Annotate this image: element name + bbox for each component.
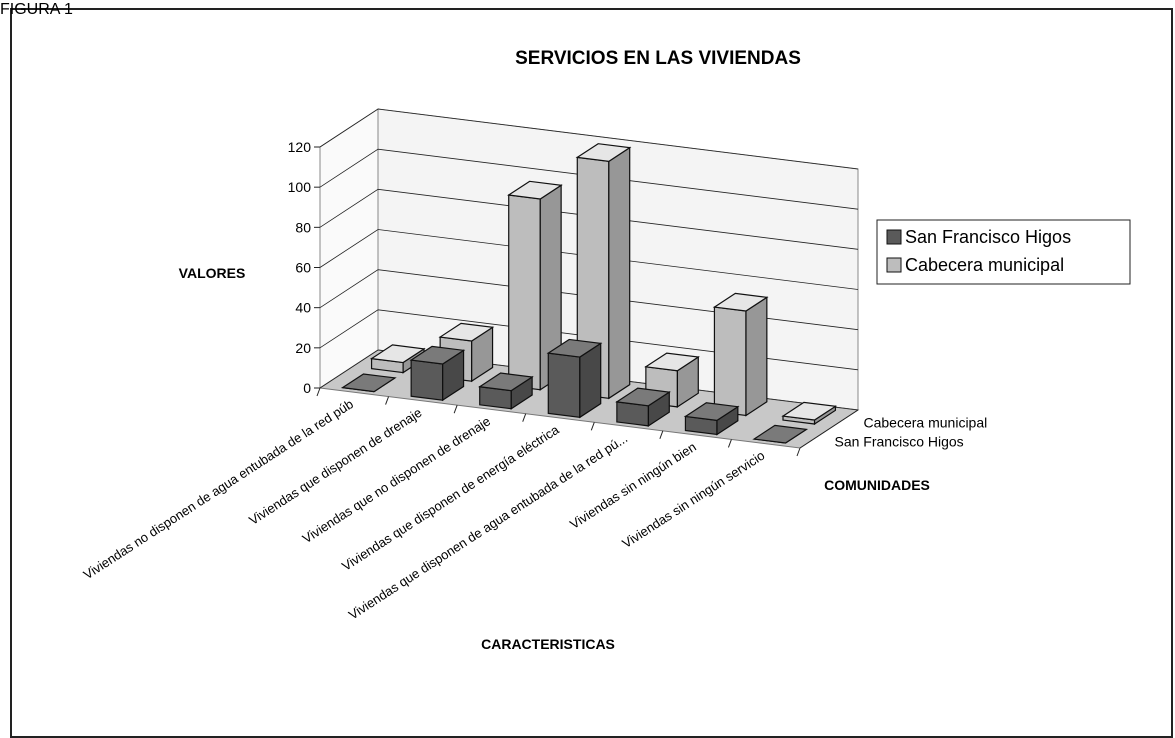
grid-line: [319, 148, 859, 210]
bar: [546, 338, 603, 419]
y-tick-label: 40: [295, 300, 311, 316]
bar-top: [340, 373, 397, 393]
bar-top: [683, 402, 740, 422]
bar-top: [507, 180, 563, 200]
bar-top: [712, 292, 769, 312]
bar: [712, 292, 769, 417]
x-tick-label: Viviendas no disponen de agua entubada d…: [81, 396, 356, 582]
bar-front: [410, 359, 444, 401]
x-axis-title: CARACTERISTICAS: [481, 636, 615, 652]
bar: [781, 401, 838, 426]
z-axis: [799, 409, 859, 449]
bar-top: [615, 387, 671, 407]
bar: [507, 180, 563, 391]
grid-line: [319, 108, 859, 170]
x-tick: [385, 396, 390, 405]
z-tick-label: Cabecera municipal: [864, 415, 988, 431]
y-tick-label: 20: [295, 340, 311, 356]
bar-top: [438, 322, 495, 342]
bar: [478, 372, 534, 410]
bar-top: [478, 372, 534, 392]
z-tick-label: San Francisco Higos: [835, 434, 964, 450]
bar: [575, 143, 632, 400]
x-tick-label: Viviendas que disponen de agua entubada …: [346, 431, 630, 623]
bar: [615, 387, 671, 427]
bar-side: [608, 146, 631, 400]
grid-line: [319, 229, 859, 290]
x-tick: [522, 413, 527, 422]
grid-line: [319, 269, 859, 331]
legend-box: [876, 219, 1131, 285]
bar-side: [745, 296, 768, 417]
bar-front: [508, 194, 541, 391]
y-tick-label: 0: [303, 380, 311, 396]
figure-label: FIGURA 1: [0, 1, 73, 18]
bar: [683, 402, 740, 436]
bar-top: [644, 352, 700, 372]
bar: [340, 373, 397, 393]
bar-top: [752, 424, 809, 444]
y-tick-label: 60: [295, 260, 311, 276]
bar-front: [547, 352, 581, 418]
bar: [752, 424, 809, 444]
z-axis-title: COMUNIDADES: [824, 477, 930, 493]
x-tick-label: Viviendas sin ningún servicio: [619, 448, 767, 551]
y-axis-title: VALORES: [179, 265, 246, 281]
chart-title: SERVICIOS EN LAS VIVIENDAS: [515, 48, 801, 69]
x-tick: [590, 422, 595, 431]
legend-label: San Francisco Higos: [905, 227, 1071, 247]
grid-line: [319, 188, 859, 250]
legend-swatch: [886, 257, 902, 273]
y-tick-label: 100: [288, 179, 312, 195]
x-tick: [727, 439, 732, 448]
bar-top: [409, 345, 466, 365]
y-tick-label: 80: [295, 219, 311, 235]
bar: [409, 345, 466, 402]
x-tick: [659, 430, 664, 440]
x-tick: [453, 404, 458, 414]
bar-top: [575, 143, 632, 162]
bar-top: [546, 338, 603, 358]
bar-front: [713, 306, 747, 417]
x-tick: [316, 387, 321, 397]
bar-top: [781, 401, 838, 421]
x-tick: [796, 447, 801, 457]
y-tick-label: 120: [288, 139, 312, 155]
legend-label: Cabecera municipal: [905, 255, 1064, 275]
bar-top: [369, 344, 426, 364]
legend-swatch: [886, 229, 902, 245]
grid-line: [319, 309, 859, 371]
